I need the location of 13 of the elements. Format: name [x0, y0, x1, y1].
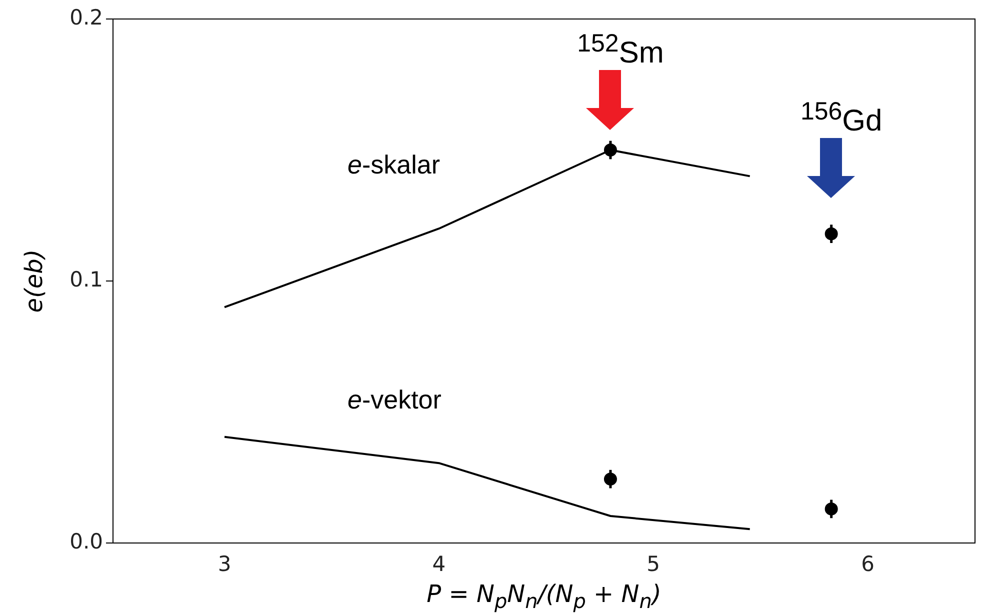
x-tick-label: 5 [646, 552, 660, 576]
series-label: e-skalar [348, 150, 440, 181]
x-tick-label: 4 [432, 552, 446, 576]
series-label: e-vektor [348, 384, 442, 416]
y-axis-title: e(eb) [20, 249, 48, 313]
y-tick-label: 0.2 [70, 5, 103, 30]
y-tick-label: 0.0 [70, 529, 103, 554]
x-tick-label: 6 [861, 552, 874, 576]
x-tick-label: 3 [218, 552, 232, 576]
text: P = N$_{p}$N$_{n}$/(N$_{p}$ + N$_{n}$) [426, 580, 662, 613]
y-tick-label: 0.1 [70, 267, 103, 292]
annotation: $^{152}$Sm [577, 30, 664, 70]
annotation: $^{156}$Gd [800, 97, 882, 138]
